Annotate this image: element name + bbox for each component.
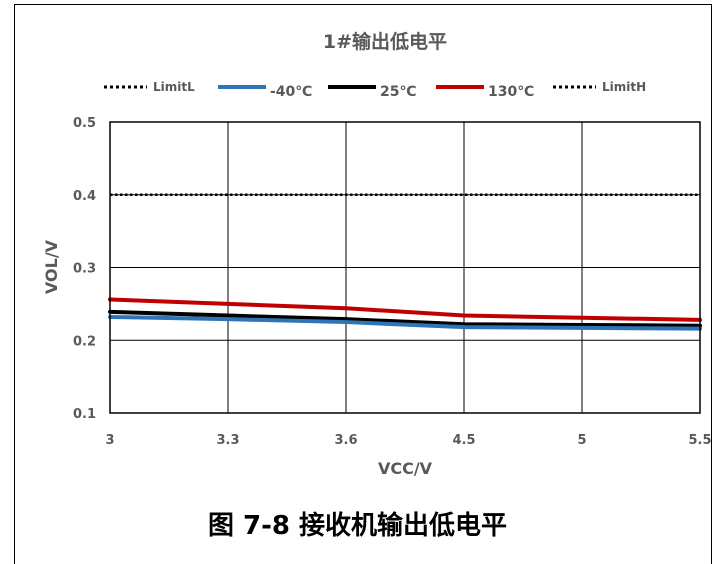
plot-border	[109, 121, 701, 414]
legend-label-3: 130℃	[488, 84, 534, 100]
series-line-1	[108, 314, 702, 331]
series-line-3	[108, 297, 702, 322]
figure-caption: 图 7-8 接收机输出低电平	[207, 511, 508, 541]
x-tick-label: 3.6	[334, 433, 357, 448]
x-tick-label: 3.3	[216, 433, 239, 448]
legend: LimitL -40℃ 25℃ 130℃ LimitH	[104, 80, 646, 100]
y-tick-label: 0.1	[73, 407, 96, 422]
y-tick-label: 0.5	[73, 116, 96, 131]
y-tick-label: 0.4	[73, 189, 96, 204]
grid	[109, 121, 701, 414]
series-line-2	[108, 309, 702, 328]
chart-title: 1#输出低电平	[323, 30, 447, 53]
series-layer	[108, 193, 702, 331]
figure-frame	[14, 4, 712, 564]
y-tick-labels: 0.1 0.2 0.3 0.4 0.5	[73, 116, 96, 422]
y-axis-label: VOL/V	[42, 239, 61, 294]
x-tick-label: 3	[105, 433, 114, 448]
legend-label-1: -40℃	[270, 84, 312, 100]
y-tick-label: 0.3	[73, 262, 96, 277]
x-axis-label: VCC/V	[378, 459, 433, 478]
legend-label-2: 25℃	[380, 84, 416, 100]
y-tick-label: 0.2	[73, 334, 96, 349]
legend-label-4: LimitH	[602, 80, 646, 94]
x-tick-label: 4.5	[452, 433, 475, 448]
x-tick-label: 5.5	[688, 433, 711, 448]
x-tick-labels: 3 3.3 3.6 4.5 5 5.5	[105, 433, 711, 448]
x-tick-label: 5	[577, 433, 586, 448]
chart: 1#输出低电平 LimitL -40℃ 25℃ 130℃ LimitH 0.10.20.…	[42, 30, 712, 478]
legend-label-0: LimitL	[153, 80, 195, 94]
